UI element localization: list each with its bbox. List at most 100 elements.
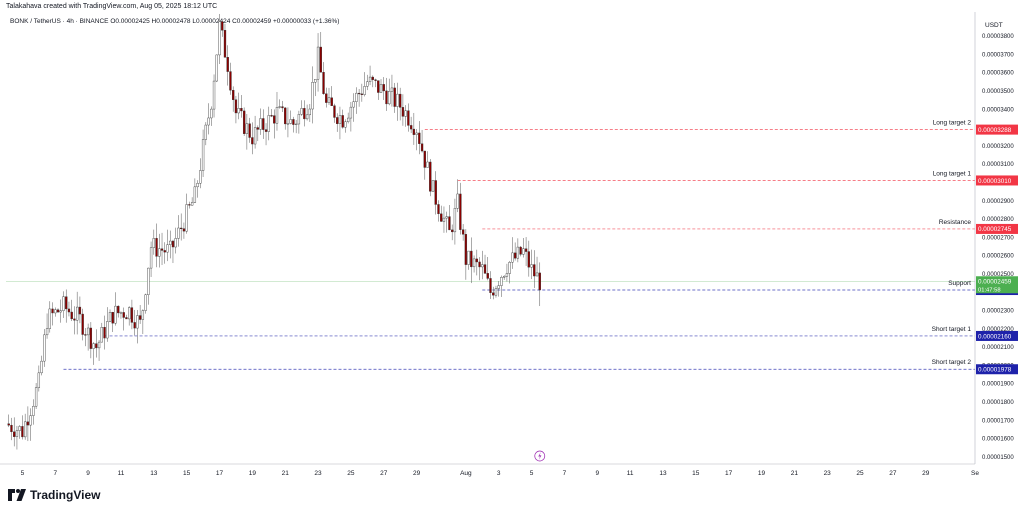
time-axis[interactable]: 5 7 9 11 13 15 17 19 21 23 25 27 29 Aug 3 5 7 9 11 13 15 17 19… (0, 450, 979, 477)
candle-body (396, 93, 399, 107)
time-tick-label: 21 (282, 470, 290, 477)
time-tick-label: 23 (314, 470, 322, 477)
level-name-label: Short target 2 (932, 359, 972, 366)
price-tick-label: 0.00003800 (982, 34, 1014, 40)
candle-body (229, 71, 232, 91)
level-name-label: Support (948, 280, 971, 287)
candle-body (204, 124, 207, 140)
candle-body (264, 129, 268, 132)
level-price-value: 0.00002160 (978, 333, 1012, 340)
time-tick-label: Se (971, 470, 979, 477)
time-tick-label: 17 (725, 470, 733, 477)
candle-body (92, 343, 95, 349)
candle-body (273, 115, 276, 124)
candle-body (70, 311, 73, 320)
candle-body (29, 415, 32, 426)
level-price-value: 0.00003010 (978, 178, 1012, 185)
candle-body (500, 277, 503, 286)
candle-body (95, 343, 98, 349)
candle-body (407, 110, 410, 126)
price-tick-label: 0.00003200 (982, 144, 1014, 150)
candle-body (182, 228, 186, 232)
level-price-value: 0.00001978 (978, 367, 1012, 374)
symbol-name[interactable]: BONK / TetherUS · 4h · BINANCE (10, 18, 109, 25)
current-price-value: 0.00002459 (978, 279, 1012, 286)
candle-body (300, 108, 303, 115)
time-tick-label: 7 (53, 470, 57, 477)
candle-body (147, 267, 150, 296)
price-axis[interactable]: USDT 0.00001500 0.00001600 0.00001700 0.0000… (974, 12, 1014, 464)
price-tick-label: 0.00002500 (982, 272, 1014, 278)
candle-body (475, 258, 478, 263)
time-tick-label: 13 (150, 470, 158, 477)
candle-body (166, 244, 169, 253)
candle-body (434, 180, 437, 205)
candle-body (352, 101, 355, 108)
symbol-legend: BONK / TetherUS · 4h · BINANCE O0.000024… (10, 18, 339, 25)
candle-body (363, 86, 366, 95)
candle-body (267, 115, 270, 132)
candle-body (472, 258, 476, 268)
candle-body (503, 276, 506, 278)
candle-body (533, 264, 536, 277)
candle-body (174, 238, 177, 248)
candle-body (338, 115, 342, 124)
candle-body (379, 84, 383, 93)
candle-body (158, 248, 161, 257)
candle-body (423, 150, 426, 168)
level-price-badge (976, 223, 1018, 234)
lightning-icon (538, 452, 542, 460)
candle-body (237, 108, 240, 114)
level-price-badge (976, 330, 1018, 341)
candle-body (193, 186, 197, 203)
candle-body (483, 264, 487, 274)
candle-body (519, 246, 522, 255)
candle-body (212, 80, 216, 110)
candle-body (316, 46, 320, 80)
candle-body (286, 123, 290, 125)
candle-body (494, 288, 498, 296)
candle-body (253, 127, 257, 145)
candle-body (119, 312, 123, 314)
candle-body (177, 227, 180, 239)
created-by-text: Talakahava created with TradingView.com,… (6, 3, 218, 10)
candle-body (232, 89, 235, 100)
candle-body (138, 315, 142, 320)
candle-body (24, 421, 27, 438)
candle-body (294, 123, 298, 125)
candle-body (420, 143, 424, 152)
candle-body (270, 115, 273, 117)
candle-body (308, 108, 311, 116)
time-tick-label: 29 (922, 470, 930, 477)
candle-body (245, 123, 249, 134)
time-tick-label: 23 (824, 470, 832, 477)
price-tick-label: 0.00001700 (982, 418, 1014, 424)
tradingview-logo[interactable]: TradingView (8, 488, 100, 502)
candle-body (207, 117, 210, 126)
candle-body (10, 424, 13, 433)
level-price-badge (976, 175, 1018, 186)
candle-body (73, 318, 76, 321)
candle-body (169, 240, 172, 245)
candle-body (160, 248, 164, 251)
candle-body (451, 229, 454, 233)
candle-body (21, 426, 24, 438)
candle-body (152, 238, 155, 248)
candle-body (155, 238, 158, 257)
candle-body (117, 305, 120, 314)
candle-body (108, 312, 112, 322)
candle-body (385, 90, 388, 105)
candle-body (62, 296, 65, 311)
candle-body (314, 79, 317, 83)
candle-body (527, 251, 530, 268)
candle-body (221, 21, 224, 31)
currency-label: USDT (985, 22, 1003, 29)
candle-body (357, 92, 361, 95)
candle-body (15, 430, 19, 437)
candle-body (59, 310, 62, 313)
candle-body (100, 327, 103, 343)
candle-body (234, 99, 238, 114)
candle-body (497, 285, 500, 289)
candle-body (180, 227, 183, 230)
